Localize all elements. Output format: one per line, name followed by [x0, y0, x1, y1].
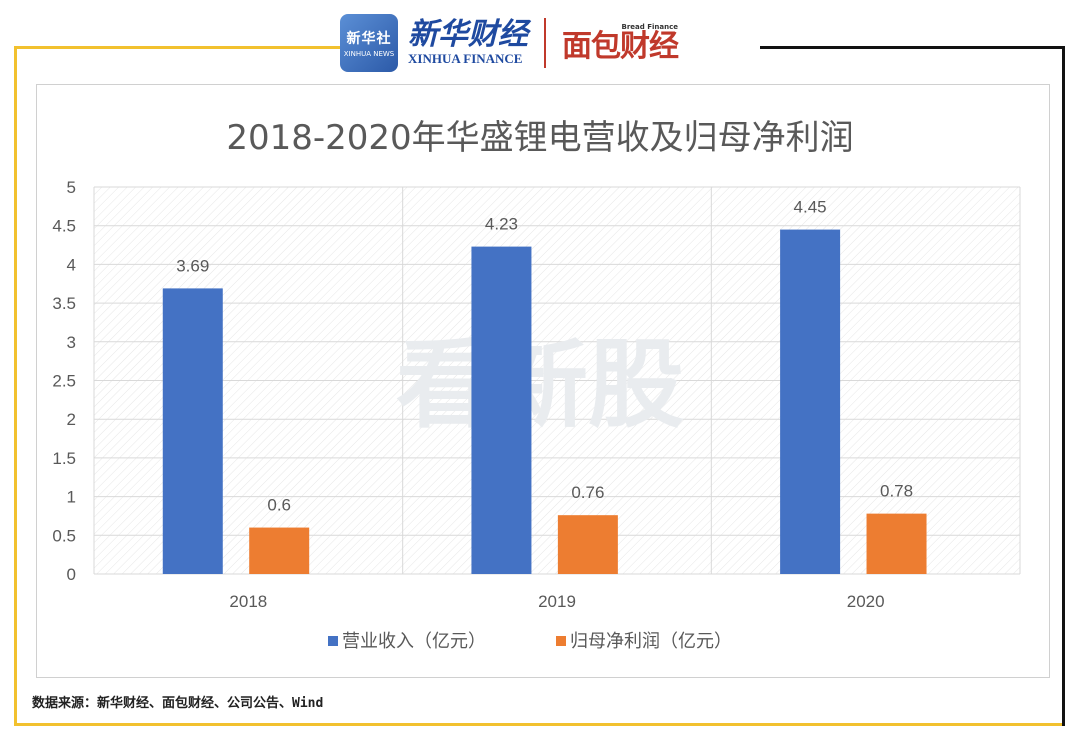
- y-tick-label: 0: [67, 565, 76, 584]
- chart-title: 2018-2020年华盛锂电营收及归母净利润: [226, 118, 854, 158]
- xinhua-finance-en: XINHUA FINANCE: [408, 51, 523, 66]
- source-note: 数据来源：新华财经、面包财经、公司公告、Wind: [32, 696, 324, 711]
- data-label: 4.45: [794, 198, 827, 217]
- legend-swatch: [328, 636, 338, 646]
- y-tick-label: 5: [67, 178, 76, 197]
- gridlines: [93, 186, 1021, 575]
- y-tick-label: 1: [67, 488, 76, 507]
- bar: [866, 513, 927, 574]
- y-tick-label: 4.5: [52, 217, 76, 236]
- legend-label: 归母净利润（亿元）: [570, 631, 732, 651]
- xinhua-finance-logo: 新华财经 XINHUA FINANCE: [408, 19, 528, 67]
- bread-finance-en: Bread Finance: [621, 23, 678, 31]
- data-label: 0.78: [880, 482, 913, 501]
- frame-right: [1062, 46, 1065, 726]
- x-axis-ticks: 2018 2019 2020: [229, 592, 884, 611]
- legend-label: 营业收入（亿元）: [342, 631, 486, 651]
- data-label: 3.69: [176, 256, 209, 275]
- y-tick-label: 2.5: [52, 372, 76, 391]
- x-tick-label: 2019: [538, 592, 576, 611]
- y-tick-label: 3.5: [52, 294, 76, 313]
- bar: [557, 515, 618, 574]
- legend: 营业收入（亿元） 归母净利润（亿元）: [328, 631, 732, 651]
- y-tick-label: 0.5: [52, 526, 76, 545]
- bar: [249, 527, 310, 574]
- y-tick-label: 4: [67, 255, 76, 274]
- data-label: 4.23: [485, 215, 518, 234]
- xinhua-badge-en: XINHUA NEWS: [343, 50, 395, 58]
- frame-top-left: [14, 46, 340, 49]
- y-tick-label: 3: [67, 333, 76, 352]
- x-tick-label: 2020: [847, 592, 885, 611]
- xinhua-finance-cn: 新华财经: [408, 17, 528, 52]
- xinhua-badge-cn: 新华社: [346, 31, 392, 47]
- bar: [780, 229, 841, 574]
- bars: 3.69 0.6 4.23 0.76 4.45 0.78: [162, 198, 927, 574]
- x-tick-label: 2018: [229, 592, 267, 611]
- xinhua-news-logo: 新华社 XINHUA NEWS: [340, 14, 398, 72]
- bar: [471, 246, 532, 574]
- bread-finance-cn: 面包财经: [562, 29, 679, 64]
- frame-top-right: [745, 46, 1065, 49]
- y-tick-label: 2: [67, 410, 76, 429]
- bar: [162, 288, 223, 574]
- y-axis-ticks: 0 0.5 1 1.5 2 2.5 3 3.5 4 4.5 5: [52, 178, 76, 584]
- watermark-text: 看新股: [396, 329, 684, 441]
- logo-separator: [544, 18, 546, 68]
- data-label: 0.76: [571, 483, 604, 502]
- data-label: 0.6: [267, 496, 291, 515]
- frame-bottom: [14, 723, 1064, 726]
- frame-left: [14, 46, 17, 726]
- watermark: 看新股: [396, 329, 684, 441]
- header-logos: 新华社 XINHUA NEWS 新华财经 XINHUA FINANCE Brea…: [340, 8, 760, 78]
- y-tick-label: 1.5: [52, 449, 76, 468]
- bread-finance-logo: Bread Finance 面包财经: [562, 23, 679, 64]
- legend-swatch: [556, 636, 566, 646]
